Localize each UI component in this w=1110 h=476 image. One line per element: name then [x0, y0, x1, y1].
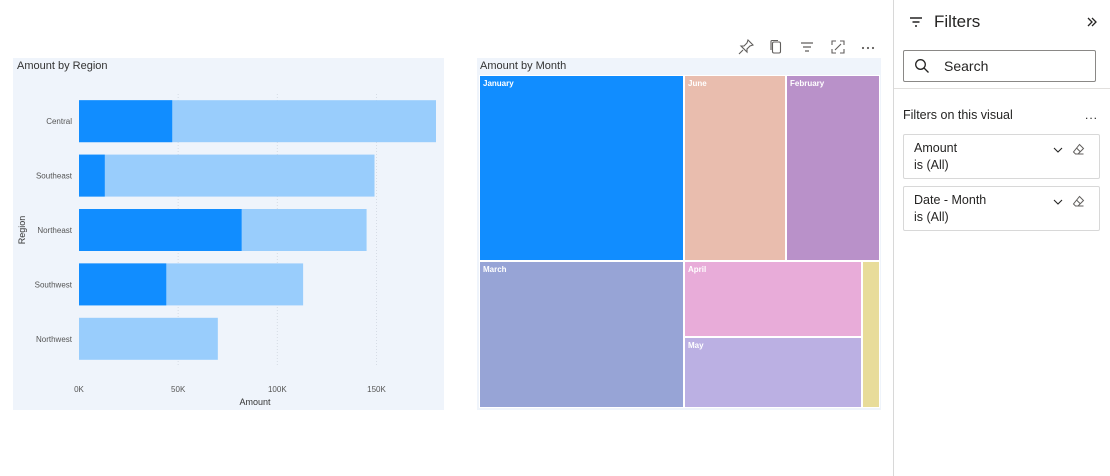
filter-icon [801, 42, 813, 52]
bar-highlight-southwest [79, 263, 167, 306]
focus-mode-icon [831, 40, 845, 54]
search-input[interactable] [942, 57, 1086, 75]
focus-mode-button[interactable] [828, 37, 848, 57]
chart-title: Amount by Region [17, 60, 108, 72]
filter-state: is (All) [914, 210, 949, 224]
bar-highlight-northeast [79, 209, 242, 251]
x-axis-title: Amount [239, 397, 271, 407]
filters-search-box[interactable] [903, 50, 1096, 82]
more-options-button[interactable] [858, 37, 878, 57]
region-bar-chart: Central Southeast Northeast Southwest Northw… [17, 94, 436, 407]
chevron-down-icon[interactable] [1052, 144, 1064, 156]
treemap-tile-march[interactable]: March [479, 261, 684, 408]
y-tick-label: Northwest [36, 335, 73, 344]
treemap-label: June [688, 79, 707, 88]
pin-icon [738, 39, 754, 55]
bar-highlight-central [79, 100, 173, 143]
bar-total-southeast [79, 154, 375, 197]
treemap-label: April [688, 265, 707, 274]
clear-filter-eraser-icon[interactable] [1072, 143, 1085, 156]
treemap-label: March [483, 265, 507, 274]
x-tick-label: 100K [268, 385, 287, 394]
x-tick-label: 50K [171, 385, 186, 394]
treemap-tile-april[interactable]: April [684, 261, 862, 337]
search-icon [915, 59, 929, 73]
amount-by-region-visual[interactable]: Amount by Region Central Southeast Northea… [13, 58, 444, 410]
amount-by-month-visual[interactable]: Amount by Month January March June February… [477, 58, 881, 410]
chart-title: Amount by Month [480, 60, 567, 72]
x-tick-label: 150K [367, 385, 386, 394]
visual-filter-button[interactable] [797, 37, 817, 57]
section-label: Filters on this visual [903, 108, 1013, 122]
copy-icon [770, 39, 782, 54]
filter-name: Date - Month [914, 193, 987, 207]
treemap-tile-june[interactable]: June [684, 75, 786, 261]
divider [894, 88, 1110, 89]
collapse-filters-button[interactable] [1082, 12, 1102, 32]
y-tick-label: Southwest [35, 280, 73, 289]
treemap-tile-may[interactable]: May [684, 337, 862, 408]
section-more-button[interactable]: ... [1085, 108, 1099, 122]
filter-card-date-month[interactable]: Date - Month is (All) [903, 186, 1100, 231]
treemap-tile-january[interactable]: January [479, 75, 684, 261]
x-tick-label: 0K [74, 385, 84, 394]
chevron-double-right-icon [1087, 17, 1097, 27]
filter-icon [910, 17, 922, 27]
pin-visual-button[interactable] [736, 37, 756, 57]
treemap-tile-february[interactable]: February [786, 75, 880, 261]
filters-title: Filters [934, 12, 981, 31]
chevron-down-icon[interactable] [1052, 196, 1064, 208]
y-tick-label: Northeast [37, 226, 72, 235]
bar-highlight-southeast [79, 154, 105, 197]
copy-visual-button[interactable] [766, 37, 786, 57]
more-options-icon [861, 46, 875, 50]
treemap-tile-other[interactable] [862, 261, 880, 408]
month-treemap: January March June February April May [479, 75, 880, 408]
filter-state: is (All) [914, 158, 949, 172]
filters-pane: Filters Filters on this visual ... Amoun… [893, 0, 1110, 476]
y-tick-label: Southeast [36, 172, 73, 181]
filters-header: Filters [908, 12, 980, 32]
treemap-label: February [790, 79, 825, 88]
y-tick-label: Central [46, 117, 72, 126]
bar-total-northwest [79, 317, 218, 360]
filter-name: Amount [914, 141, 958, 155]
filter-card-amount[interactable]: Amount is (All) [903, 134, 1100, 179]
clear-filter-eraser-icon[interactable] [1072, 195, 1085, 208]
treemap-label: May [688, 341, 704, 350]
y-axis-title: Region [17, 216, 27, 245]
treemap-label: January [483, 79, 514, 88]
